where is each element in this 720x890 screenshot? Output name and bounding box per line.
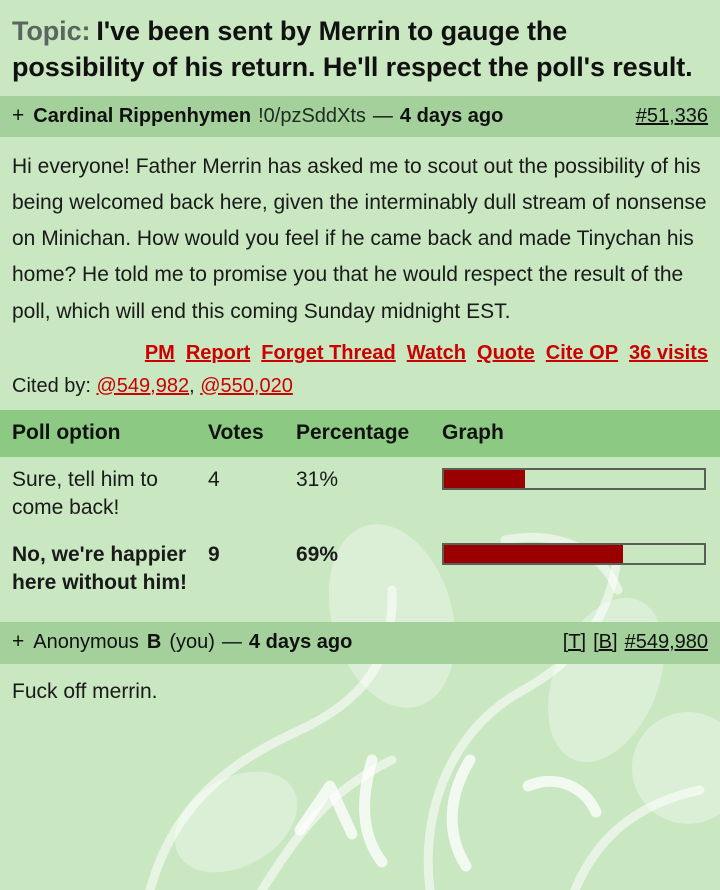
poll-row: No, we're happier here without him! 9 69… [0, 532, 720, 608]
poll-option-graph [442, 457, 720, 533]
poll-option-label: No, we're happier here without him! [12, 543, 187, 595]
post-header-right: #51,336 [636, 104, 708, 129]
poll-col-votes: Votes [208, 409, 296, 457]
post-timestamp: 4 days ago [248, 631, 353, 654]
post-header[interactable]: + Anonymous B (you) — 4 days ago [T] [B]… [0, 622, 720, 664]
bottom-anchor-link[interactable]: [B] [593, 631, 618, 654]
action-cite-op[interactable]: Cite OP [545, 341, 619, 364]
header-dash: — [372, 104, 393, 127]
post-body: Fuck off merrin. [12, 679, 158, 703]
post-number-link[interactable]: #51,336 [635, 104, 708, 127]
poll-bar-track [442, 543, 706, 566]
post-body: Hi everyone! Father Merrin has asked me … [12, 155, 707, 323]
post-author: Anonymous [33, 631, 139, 654]
cited-by-ref-2[interactable]: @550,020 [200, 374, 293, 397]
poll-bottom-spacer [0, 608, 720, 622]
poll-table: Poll option Votes Percentage Graph Sure,… [0, 409, 720, 609]
action-pm[interactable]: PM [144, 341, 175, 364]
poll-option-votes: 4 [208, 467, 220, 491]
post-actions: PM Report Forget Thread Watch Quote Cite OP 36… [0, 334, 720, 370]
poll-option-graph [442, 532, 720, 608]
expand-collapse-icon[interactable]: + [12, 630, 25, 654]
page-title: Topic: I've been sent by Merrin to gauge … [12, 14, 706, 86]
post-timestamp: 4 days ago [399, 104, 504, 127]
poll-bar-track [442, 467, 706, 490]
post-header[interactable]: + Cardinal Rippenhymen !0/pzSddXts — 4 d… [0, 95, 720, 138]
post-header-left: + Cardinal Rippenhymen !0/pzSddXts — 4 d… [12, 103, 503, 129]
poll-option-votes: 9 [208, 543, 220, 567]
header-dash: — [221, 631, 242, 654]
topic-title-text: I've been sent by Merrin to gauge the po… [12, 16, 693, 82]
poll-bar-fill [444, 545, 624, 564]
poll-col-graph: Graph [442, 409, 720, 457]
topic-block: Topic: I've been sent by Merrin to gauge … [0, 0, 720, 96]
cited-by-separator: , [189, 374, 201, 397]
poll-option-percentage: 69% [296, 543, 339, 567]
post-author-tag: B [146, 631, 162, 654]
expand-collapse-icon[interactable]: + [12, 103, 25, 127]
poll-bar-fill [444, 469, 525, 488]
action-forget-thread[interactable]: Forget Thread [261, 341, 396, 364]
cited-by-ref-1[interactable]: @549,982 [96, 374, 190, 397]
post-author: Cardinal Rippenhymen [33, 104, 252, 127]
poll-header-row: Poll option Votes Percentage Graph [0, 409, 720, 457]
post-header-right: [T] [B] #549,980 [563, 630, 708, 655]
poll-option-percentage: 31% [296, 467, 339, 491]
action-report[interactable]: Report [185, 341, 251, 364]
action-watch[interactable]: Watch [406, 341, 467, 364]
action-quote[interactable]: Quote [477, 341, 535, 364]
post-number-link[interactable]: #549,980 [624, 631, 708, 654]
post-you-marker: (you) [169, 631, 215, 654]
post-header-left: + Anonymous B (you) — 4 days ago [12, 629, 352, 655]
poll-option-label: Sure, tell him to come back! [12, 467, 158, 519]
poll-col-option: Poll option [0, 409, 208, 457]
cited-by-label: Cited by: [12, 374, 91, 397]
action-visits[interactable]: 36 visits [629, 341, 708, 364]
top-anchor-link[interactable]: [T] [562, 631, 587, 654]
cited-by-row: Cited by: @549,982, @550,020 [0, 370, 720, 410]
post-tripcode: !0/pzSddXts [258, 104, 366, 127]
poll-row: Sure, tell him to come back! 4 31% [0, 457, 720, 533]
poll-col-percentage: Percentage [296, 409, 442, 457]
topic-label: Topic: [12, 16, 91, 46]
